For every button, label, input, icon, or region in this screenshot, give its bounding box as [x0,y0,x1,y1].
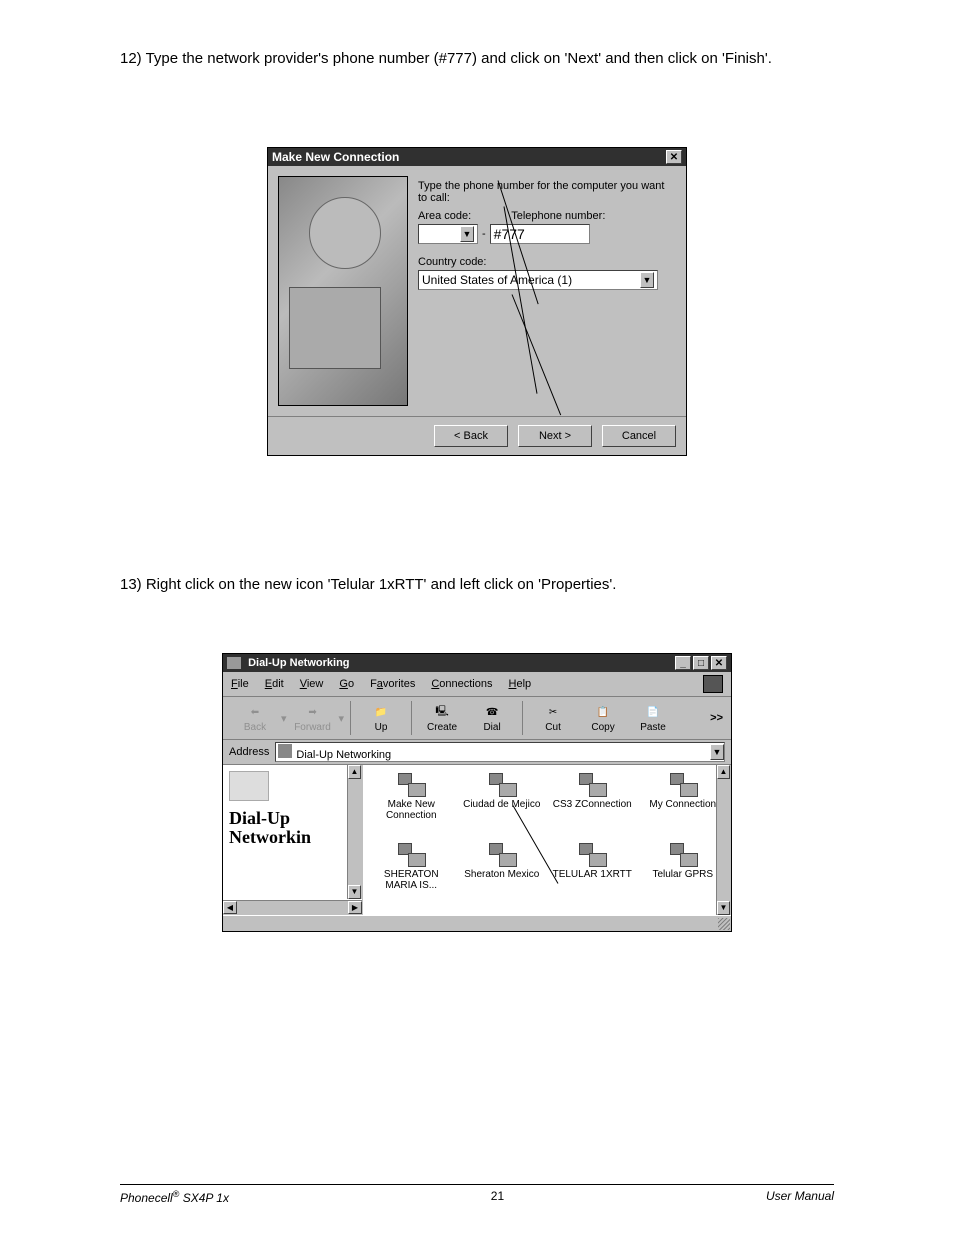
back-button[interactable]: < Back [434,425,508,447]
icon-cs3-zconnection[interactable]: CS3 ZConnection [548,771,637,839]
icon-telular-gprs[interactable]: Telular GPRS [639,841,728,909]
dial-button[interactable]: ☎Dial [468,704,516,733]
menu-help[interactable]: Help [509,678,532,690]
up-folder-icon: 📁 [370,704,392,722]
folder-icon [278,744,292,758]
menu-go[interactable]: Go [339,678,354,690]
folder-icon [229,771,269,801]
back-arrow-icon: ⬅ [244,704,266,722]
country-code-label: Country code: [418,256,676,268]
step-13-text: 13) Right click on the new icon 'Telular… [120,576,834,593]
telephone-number-label: Telephone number: [511,210,605,222]
toolbar-overflow[interactable]: >> [710,712,723,724]
info-pane-hscroll[interactable]: ◀ ▶ [223,900,362,915]
icon-pane: Make New Connection Ciudad de Mejico CS3… [363,765,731,915]
menu-edit[interactable]: Edit [265,678,284,690]
wizard-image [278,176,408,406]
country-code-combo[interactable]: United States of America (1) ▼ [418,270,658,290]
scroll-right-icon[interactable]: ▶ [348,901,362,914]
chevron-down-icon[interactable]: ▼ [710,744,724,760]
address-value: Dial-Up Networking [296,749,391,761]
pane-title-line2: Networkin [229,828,356,847]
create-icon: 🖳 [431,704,453,722]
address-label: Address [229,746,269,758]
cancel-button[interactable]: Cancel [602,425,676,447]
toolbar: ⬅Back ▾ ➡Forward ▾ 📁Up 🖳Create ☎Dial ✂Cu… [223,697,731,740]
address-bar: Address Dial-Up Networking ▼ [223,740,731,765]
annotation-line [512,294,562,415]
instruction-text: Type the phone number for the computer y… [418,180,676,204]
chevron-down-icon[interactable]: ▼ [460,226,474,242]
dial-up-networking-window: Dial-Up Networking _ □ ✕ File Edit View … [222,653,732,932]
footer-model: SX4P 1x [179,1191,229,1205]
area-code-combo[interactable]: ▼ [418,224,478,244]
country-code-value: United States of America (1) [422,273,572,287]
icon-sheraton-mexico[interactable]: Sheraton Mexico [458,841,547,909]
info-pane-vscroll[interactable]: ▲ ▼ [347,765,362,899]
icon-pane-vscroll[interactable]: ▲ ▼ [716,765,731,915]
menu-view[interactable]: View [300,678,324,690]
copy-button[interactable]: 📋Copy [579,704,627,733]
cut-icon: ✂ [542,704,564,722]
close-icon[interactable]: ✕ [711,656,727,670]
area-code-label: Area code: [418,210,471,222]
minimize-icon[interactable]: _ [675,656,691,670]
footer-product-name: Phonecell [120,1191,173,1205]
scroll-down-icon[interactable]: ▼ [348,885,361,899]
chevron-down-icon[interactable]: ▼ [640,272,654,288]
next-button[interactable]: Next > [518,425,592,447]
up-button[interactable]: 📁Up [357,704,405,733]
throbber-icon [703,675,723,693]
telephone-number-input[interactable]: #777 [490,224,590,244]
icon-make-new-connection[interactable]: Make New Connection [367,771,456,839]
paste-icon: 📄 [642,704,664,722]
make-new-connection-dialog: Make New Connection ✕ Type the phone num… [267,147,687,456]
cut-button[interactable]: ✂Cut [529,704,577,733]
icon-ciudad-de-mejico[interactable]: Ciudad de Mejico [458,771,547,839]
dial-icon: ☎ [481,704,503,722]
pane-title-line1: Dial-Up [229,809,356,828]
page-footer: Phonecell® SX4P 1x 21 User Manual [120,1184,834,1205]
forward-arrow-icon: ➡ [302,704,324,722]
icon-my-connection[interactable]: My Connection [639,771,728,839]
scroll-down-icon[interactable]: ▼ [717,901,730,915]
footer-page-number: 21 [491,1189,504,1205]
menu-connections[interactable]: Connections [431,678,492,690]
maximize-icon[interactable]: □ [693,656,709,670]
app-icon [227,657,241,669]
paste-button[interactable]: 📄Paste [629,704,677,733]
dialog-title: Make New Connection [272,150,399,164]
window-title: Dial-Up Networking [248,657,349,669]
info-pane: Dial-Up Networkin ▲ ▼ ◀ ▶ [223,765,363,915]
scroll-left-icon[interactable]: ◀ [223,901,237,914]
status-bar [223,915,731,931]
close-icon[interactable]: ✕ [666,150,682,164]
menu-favorites[interactable]: Favorites [370,678,415,690]
scroll-up-icon[interactable]: ▲ [348,765,361,779]
dash-separator: - [482,228,486,240]
step-12-text: 12) Type the network provider's phone nu… [120,50,834,67]
menu-file[interactable]: File [231,678,249,690]
create-button[interactable]: 🖳Create [418,704,466,733]
copy-icon: 📋 [592,704,614,722]
menu-bar: File Edit View Go Favorites Connections … [223,672,731,697]
scroll-up-icon[interactable]: ▲ [717,765,730,779]
icon-sheraton-maria-is[interactable]: SHERATON MARIA IS... [367,841,456,909]
address-combo[interactable]: Dial-Up Networking ▼ [275,742,725,762]
footer-doc-type: User Manual [766,1189,834,1205]
back-button[interactable]: ⬅Back [231,704,279,733]
dialog-titlebar: Make New Connection ✕ [268,148,686,166]
window-titlebar: Dial-Up Networking _ □ ✕ [223,654,731,672]
icon-telular-1xrtt[interactable]: TELULAR 1XRTT [548,841,637,909]
forward-button[interactable]: ➡Forward [289,704,337,733]
